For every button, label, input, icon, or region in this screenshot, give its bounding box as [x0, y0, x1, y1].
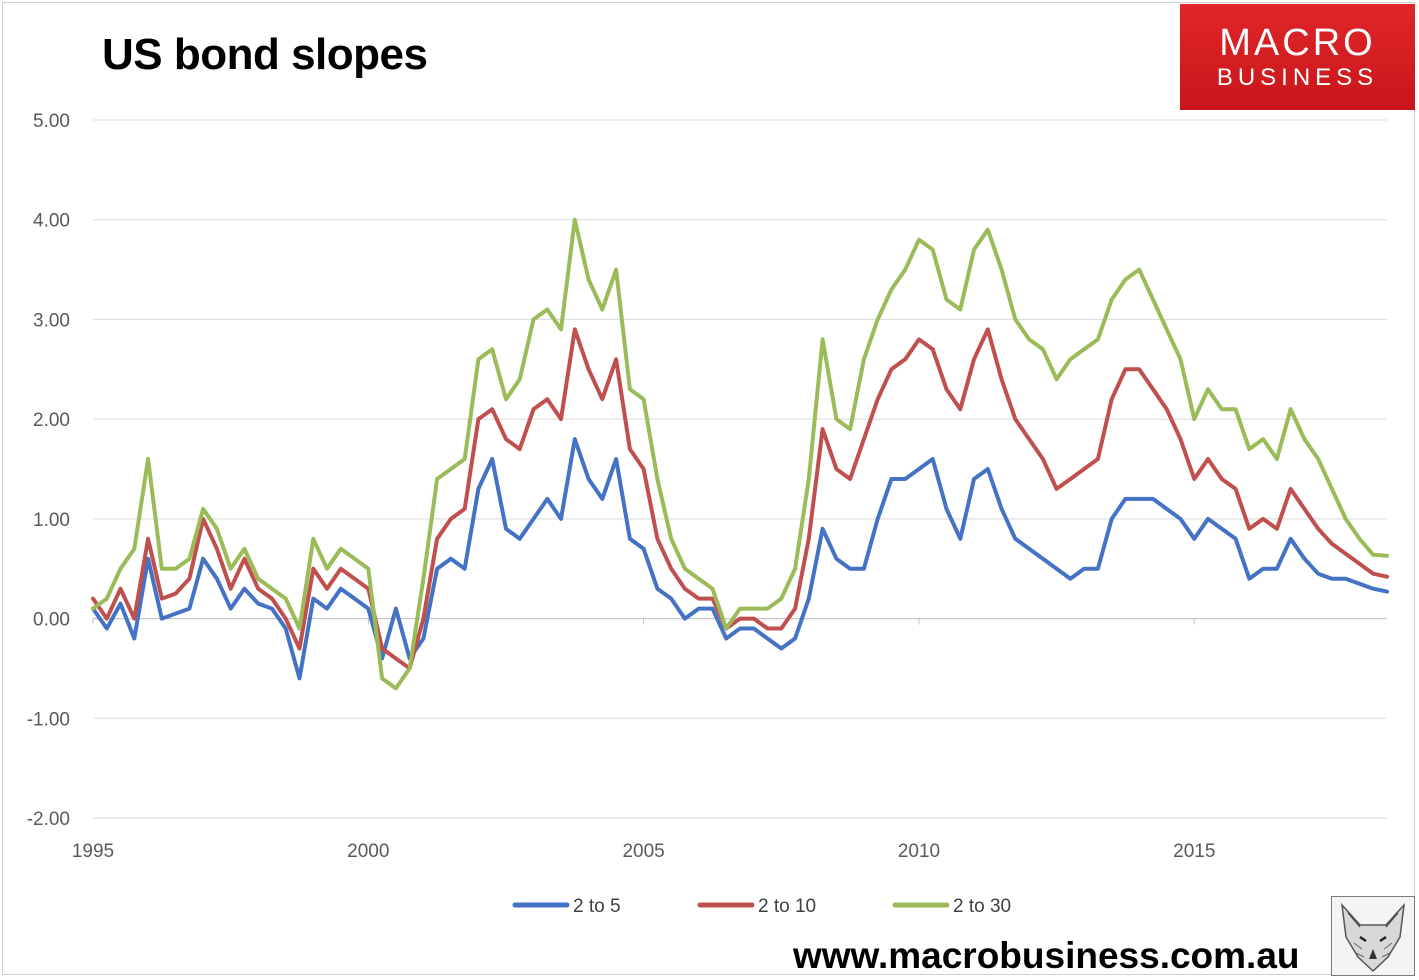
chart-title: US bond slopes: [102, 30, 428, 79]
y-tick-label: -1.00: [27, 709, 70, 730]
y-tick-label: 5.00: [33, 111, 70, 132]
series-line-2: [91, 217, 1389, 691]
fox-head-sketch-icon: [1331, 896, 1415, 976]
legend-label: 2 to 30: [953, 896, 1011, 917]
legend-label: 2 to 10: [758, 896, 816, 917]
y-tick-label: 3.00: [33, 310, 70, 331]
legend: 2 to 5 2 to 10 2 to 30: [512, 896, 1011, 917]
legend-label: 2 to 5: [573, 896, 621, 917]
x-tick-label: 2015: [1173, 841, 1215, 862]
logo-line-2: BUSINESS: [1216, 64, 1379, 91]
macrobusiness-logo: MACRO BUSINESS: [1180, 4, 1415, 110]
logo-line-1: MACRO: [1219, 22, 1376, 64]
y-tick-label: -2.00: [27, 809, 70, 830]
website-url: www.macrobusiness.com.au: [793, 935, 1300, 976]
x-tick-label: 2005: [622, 841, 664, 862]
y-tick-label: 1.00: [33, 510, 70, 531]
series-line-1: [91, 327, 1389, 671]
series-line-0: [91, 437, 1389, 681]
x-tick-label: 2000: [347, 841, 389, 862]
y-tick-label: 0.00: [33, 610, 70, 631]
y-tick-label: 4.00: [33, 211, 70, 232]
gridlines: [93, 119, 1387, 819]
x-tick-label: 2010: [898, 841, 940, 862]
y-tick-label: 2.00: [33, 410, 70, 431]
series-lines: [91, 217, 1389, 691]
x-tick-label: 1995: [72, 841, 114, 862]
